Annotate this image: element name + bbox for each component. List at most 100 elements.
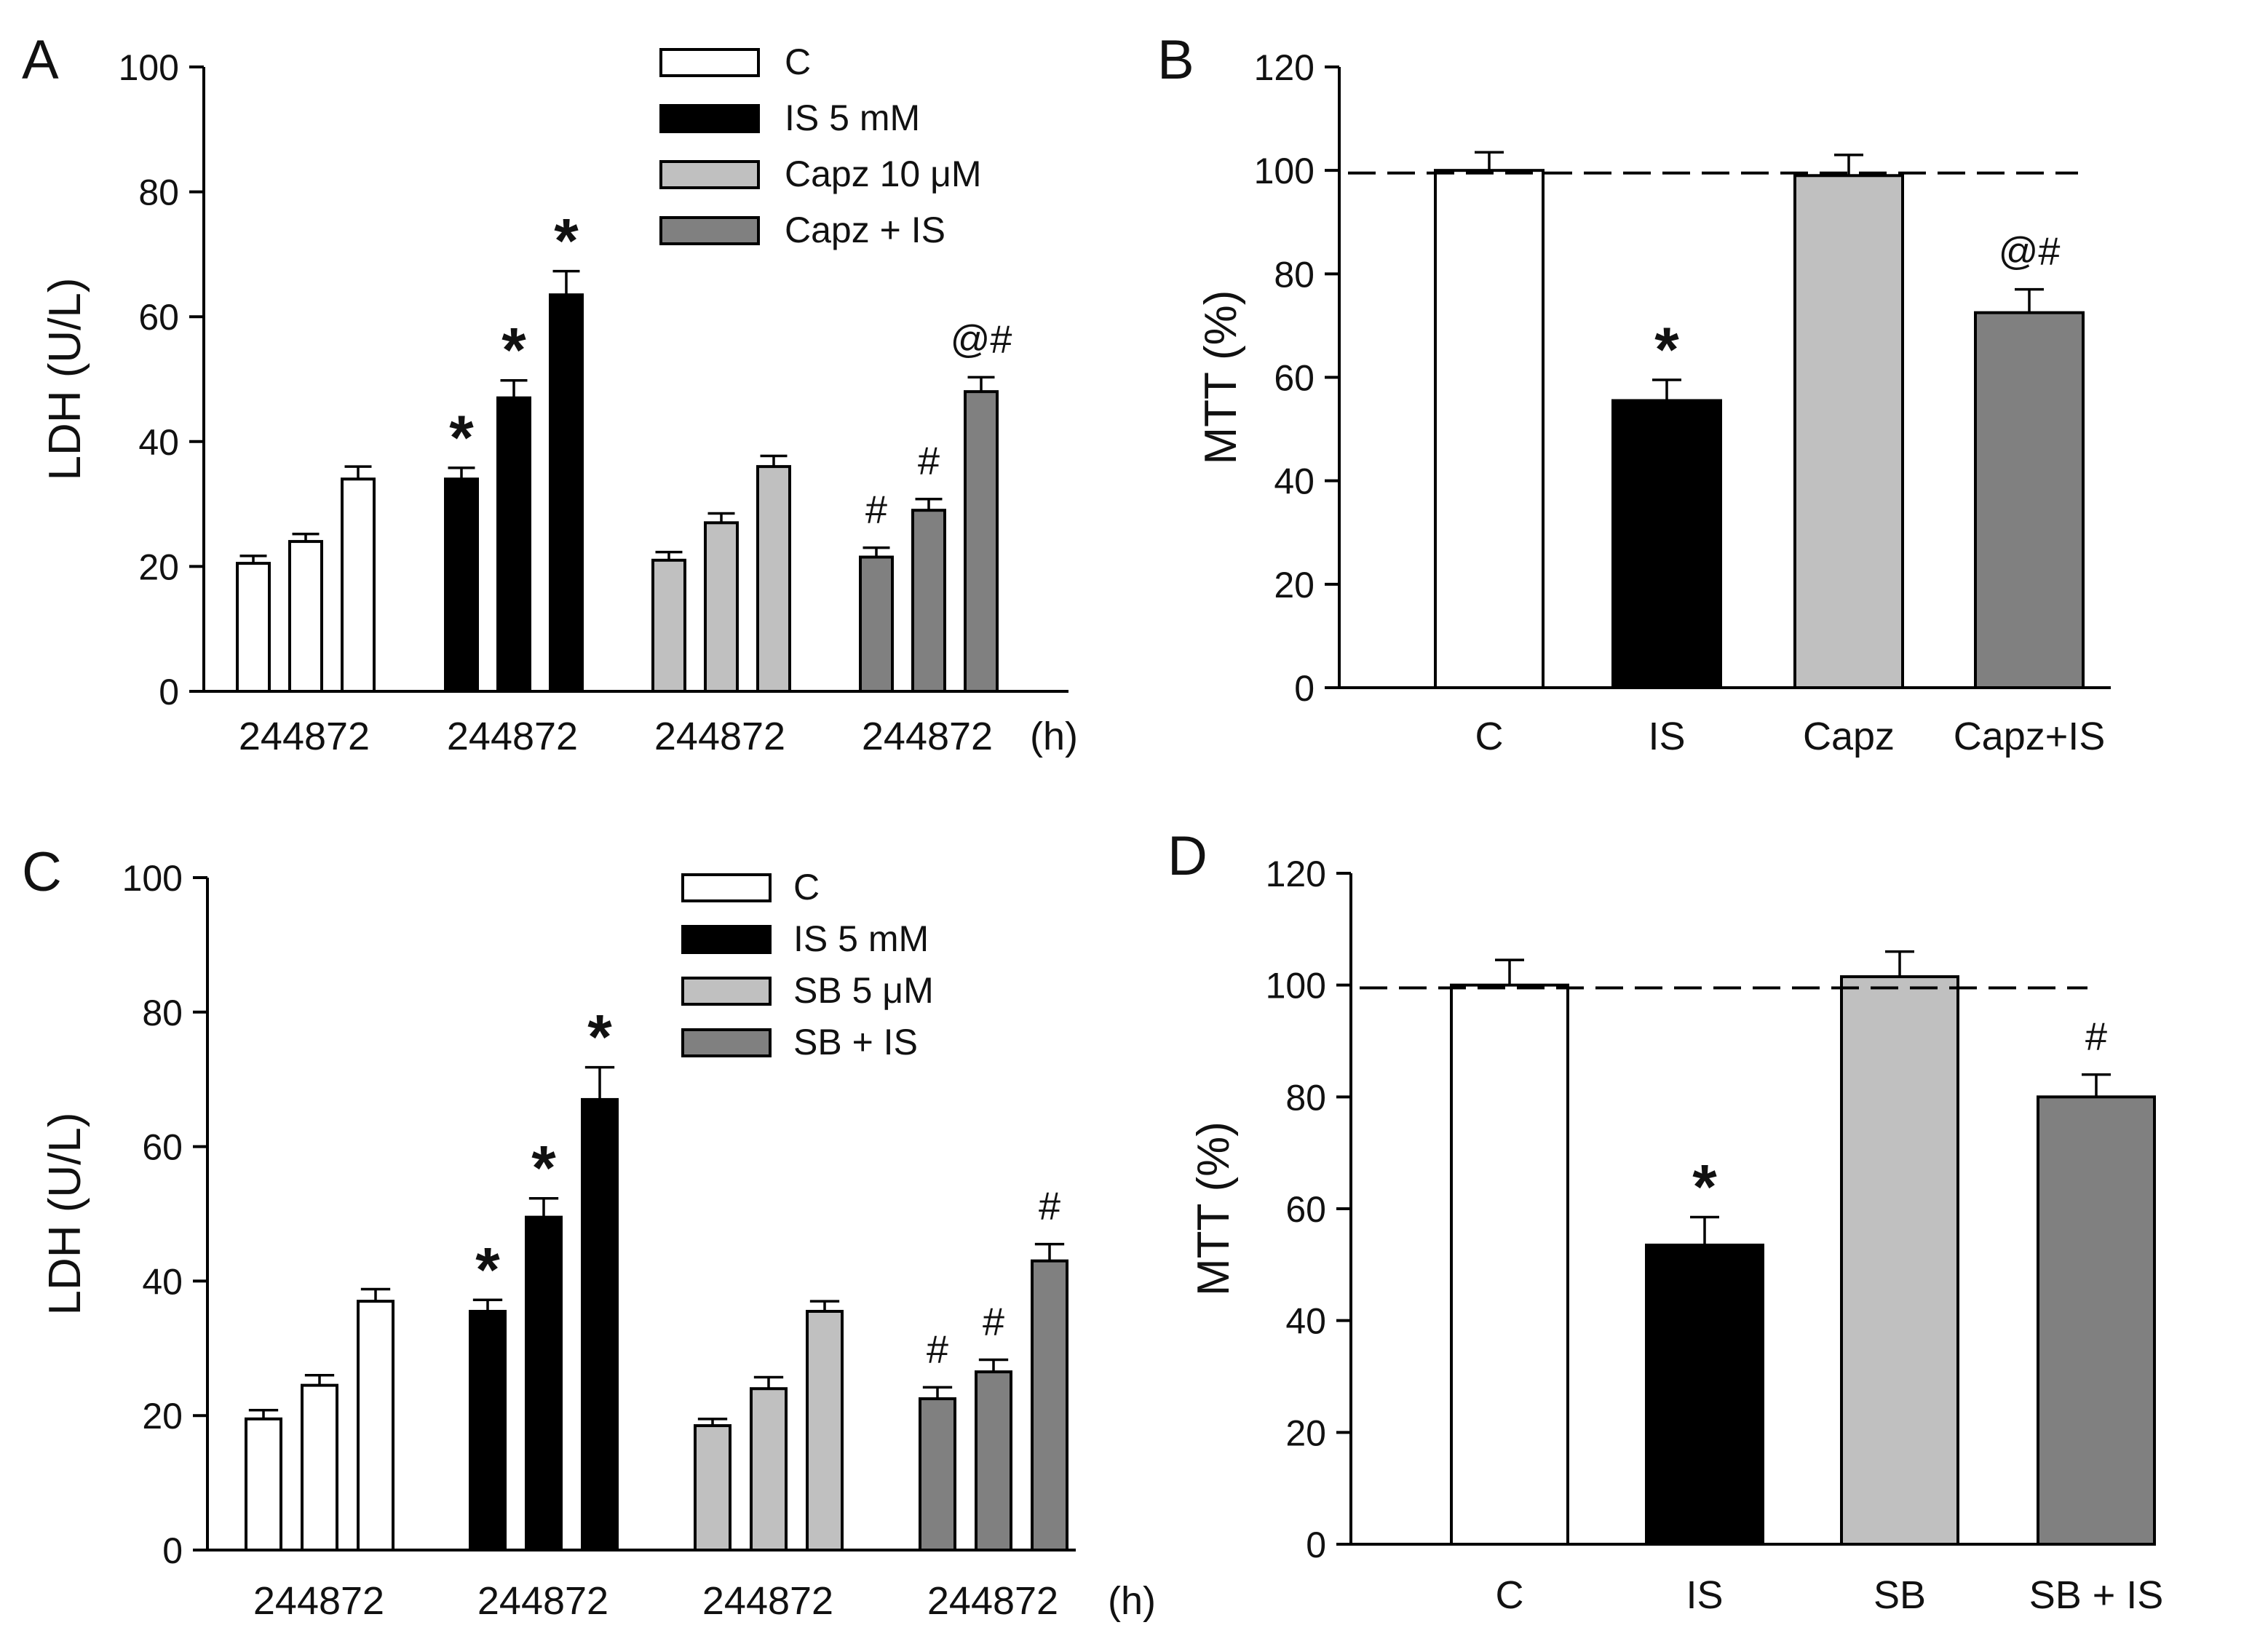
y-tick-label: 120 xyxy=(1254,47,1315,88)
y-tick-label: 80 xyxy=(138,172,179,213)
bar xyxy=(341,477,376,694)
y-tick-label: 60 xyxy=(1274,358,1315,399)
x-category-label: SB + IS xyxy=(2029,1573,2164,1617)
panel-b-mtt-capz: 0 20 40 60 80 100 120 MTT (%) B C * IS Capz @# Capz+IS xyxy=(1157,29,2111,758)
significance-marker: * xyxy=(1692,1153,1717,1223)
significance-marker: * xyxy=(501,316,526,386)
significance-marker: * xyxy=(587,1003,612,1073)
panel-c-ldh-sb: 0 20 40 60 80 100 LDH (U/L) C * * * # # #244872 244872… xyxy=(22,841,1156,1623)
bar xyxy=(806,1309,844,1551)
legend-entry: SB + IS xyxy=(793,1022,918,1062)
y-tick-label: 20 xyxy=(142,1396,183,1437)
bar xyxy=(549,293,584,694)
bar xyxy=(756,465,791,693)
significance-marker: * xyxy=(554,207,579,277)
group-time-label: 244872 xyxy=(702,1579,833,1623)
x-category-label: SB xyxy=(1874,1573,1926,1617)
significance-marker: * xyxy=(475,1235,500,1305)
group-time-label: 244872 xyxy=(239,715,370,758)
legend-swatch xyxy=(681,925,772,954)
y-tick-label: 60 xyxy=(138,297,179,338)
bar xyxy=(1611,399,1722,689)
legend-swatch xyxy=(681,873,772,902)
significance-marker: # xyxy=(2085,1015,2107,1059)
y-axis-title: MTT (%) xyxy=(1196,290,1246,465)
legend-swatch xyxy=(659,216,760,245)
y-tick-label: 0 xyxy=(162,1530,183,1571)
legend-entry: Capz + IS xyxy=(785,210,945,250)
legend-swatch xyxy=(659,104,760,133)
y-tick-label: 0 xyxy=(159,672,179,712)
significance-marker: * xyxy=(531,1134,556,1204)
y-tick-label: 100 xyxy=(1254,151,1315,191)
legend-entry: Capz 10 μM xyxy=(785,154,982,194)
x-category-label: Capz+IS xyxy=(1954,715,2106,758)
bar xyxy=(1793,174,1904,689)
y-tick-label: 80 xyxy=(1274,254,1315,295)
bar xyxy=(1645,1243,1764,1546)
x-category-label: C xyxy=(1496,1573,1524,1617)
y-axis-title: LDH (U/L) xyxy=(40,277,90,480)
y-tick-label: 80 xyxy=(142,993,183,1033)
bar xyxy=(964,390,999,693)
y-tick-label: 0 xyxy=(1306,1525,1326,1565)
significance-marker: # xyxy=(1039,1185,1060,1228)
bar xyxy=(2037,1095,2156,1546)
legend-swatch xyxy=(681,977,772,1006)
y-tick-label: 40 xyxy=(142,1261,183,1302)
bar xyxy=(496,396,531,693)
legend-swatch xyxy=(681,1028,772,1057)
bar xyxy=(288,540,323,694)
bar xyxy=(750,1387,788,1551)
y-tick-label: 0 xyxy=(1294,668,1315,709)
bar xyxy=(911,509,946,693)
x-category-label: C xyxy=(1475,715,1504,758)
bar xyxy=(245,1417,282,1551)
y-axis-title: MTT (%) xyxy=(1189,1121,1239,1296)
bar xyxy=(859,555,894,694)
bar xyxy=(357,1300,394,1551)
bar xyxy=(444,477,479,694)
y-tick-label: 60 xyxy=(142,1127,183,1168)
y-tick-label: 20 xyxy=(138,547,179,587)
y-tick-label: 40 xyxy=(1274,461,1315,502)
bar xyxy=(525,1215,563,1551)
bar xyxy=(1840,975,1959,1546)
panel-a-ldh-capz: 0 20 40 60 80 100 LDH (U/L) A * * * # # @# 244872 24487… xyxy=(22,29,1078,758)
legend-entry: SB 5 μM xyxy=(793,970,934,1011)
bar xyxy=(1434,169,1545,689)
y-tick-label: 40 xyxy=(1285,1301,1326,1342)
x-category-label: Capz xyxy=(1803,715,1895,758)
y-tick-label: 100 xyxy=(1266,966,1326,1006)
panel-letter: C xyxy=(22,841,62,903)
x-category-label: IS xyxy=(1648,715,1685,758)
significance-marker: # xyxy=(918,440,940,483)
group-time-label: 244872 xyxy=(927,1579,1058,1623)
significance-marker: @# xyxy=(951,317,1012,361)
significance-marker: @# xyxy=(1999,230,2061,274)
bar xyxy=(975,1370,1012,1552)
y-tick-label: 100 xyxy=(122,858,183,899)
legend-swatch xyxy=(659,160,760,189)
y-tick-label: 40 xyxy=(138,422,179,463)
group-time-label: 244872 xyxy=(862,715,993,758)
significance-marker: # xyxy=(865,488,887,532)
x-category-label: IS xyxy=(1686,1573,1723,1617)
y-tick-label: 60 xyxy=(1285,1189,1326,1230)
panel-d-mtt-sb: 0 20 40 60 80 100 120 MTT (%) D C * IS SB # SB + IS xyxy=(1167,825,2163,1617)
bar xyxy=(1974,311,2085,690)
bar xyxy=(694,1424,731,1552)
bar xyxy=(469,1309,507,1551)
significance-marker: # xyxy=(983,1300,1004,1344)
x-unit-label: (h) xyxy=(1108,1579,1156,1623)
legend-entry: IS 5 mM xyxy=(785,98,920,138)
significance-marker: * xyxy=(1654,315,1679,385)
legend-entry: C xyxy=(785,41,811,82)
bar xyxy=(651,558,686,693)
bar xyxy=(1031,1259,1068,1552)
legend-swatch xyxy=(659,48,760,77)
group-time-label: 244872 xyxy=(654,715,785,758)
bar xyxy=(1450,983,1569,1546)
x-unit-label: (h) xyxy=(1030,715,1078,758)
